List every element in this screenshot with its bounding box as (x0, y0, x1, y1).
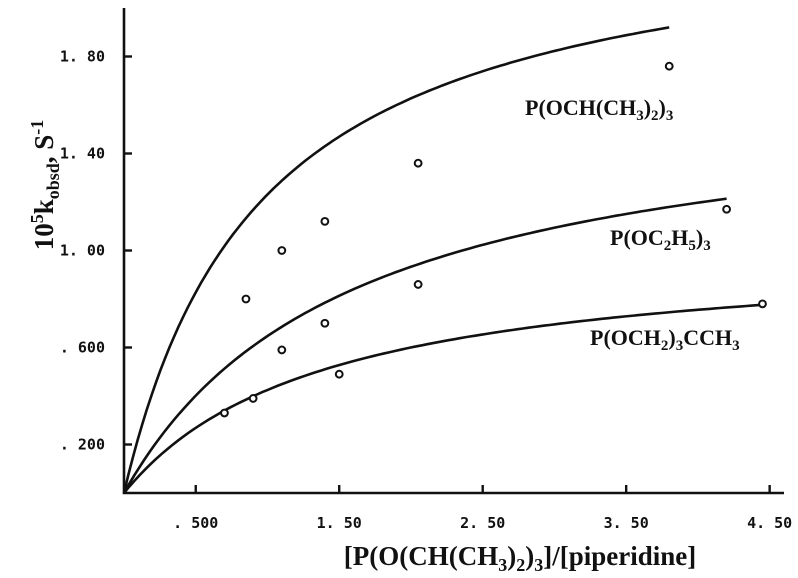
data-point (722, 204, 732, 214)
y-tick-label: . 600 (60, 339, 105, 357)
data-points (220, 61, 767, 418)
ticks: . 500 1. 50 2. 50 3. 50 4. 50 . 200 . 600 1. 00… (60, 48, 792, 533)
data-point (277, 345, 287, 355)
series-curve-3 (122, 303, 763, 494)
data-point (277, 246, 287, 255)
x-tick-label: 3. 50 (604, 514, 649, 532)
data-point (248, 394, 258, 403)
series-curves (122, 26, 763, 494)
series-label-3: P(OCH2)3CCH3 (590, 325, 740, 354)
y-axis-title: 105kobsd, S-1 (27, 120, 63, 251)
data-point (320, 217, 330, 226)
x-tick-label: . 500 (173, 514, 218, 532)
data-point (413, 158, 423, 168)
series-labels: P(OCH(CH3)2)3 P(OC2H5)3 P(OCH2)3CCH3 (525, 95, 740, 354)
x-axis-title: [P(O(CH(CH3)2)3]/[piperidine] (344, 541, 696, 575)
data-point (320, 318, 330, 328)
series-label-2: P(OC2H5)3 (610, 225, 711, 254)
x-tick-label: 2. 50 (460, 514, 505, 532)
data-point (334, 369, 344, 379)
x-tick-label: 4. 50 (747, 514, 792, 532)
y-tick-label: 1. 80 (60, 48, 105, 66)
data-point (758, 299, 767, 309)
data-point (220, 408, 229, 418)
x-tick-label: 1. 50 (317, 514, 362, 532)
y-tick-label: . 200 (60, 436, 105, 454)
series-curve-2 (122, 197, 727, 494)
series-curve-1 (122, 26, 670, 494)
y-tick-label: 1. 40 (60, 145, 105, 163)
data-point (241, 294, 251, 304)
y-tick-label: 1. 00 (60, 242, 105, 260)
series-label-1: P(OCH(CH3)2)3 (525, 95, 673, 124)
data-point (413, 280, 423, 289)
data-point (664, 61, 674, 71)
